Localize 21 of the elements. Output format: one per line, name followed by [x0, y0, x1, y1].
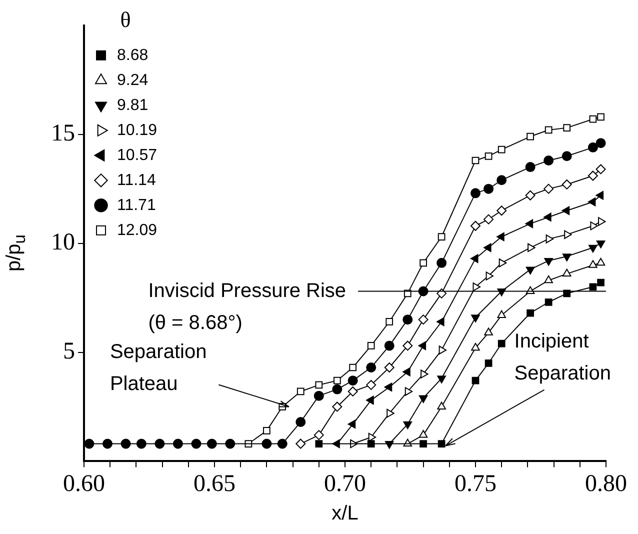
legend-label: 10.19	[117, 122, 158, 139]
legend-title: θ	[120, 6, 131, 32]
annotation: Incipient Separation	[514, 330, 612, 384]
legend-label: 8.68	[117, 46, 148, 64]
y-tick-label: 10	[51, 230, 75, 256]
legend-label: 12.09	[117, 222, 158, 239]
y-tick-label: 5	[63, 338, 75, 365]
x-tick-label: 0.75	[454, 470, 496, 497]
x-tick-label: 0.70	[324, 470, 366, 497]
y-tick-label: 15	[51, 120, 75, 147]
x-tick-label: 0.60	[63, 470, 105, 497]
annotation: Inviscid Pressure Rise (θ = 8.68°)	[148, 280, 346, 334]
legend-label: 10.57	[117, 146, 158, 164]
x-tick-label: 0.65	[194, 470, 236, 497]
legend-label: 11.71	[117, 196, 156, 214]
legend-label: 11.14	[117, 172, 156, 189]
legend-label: 9.24	[117, 72, 148, 89]
x-axis-title: x/L	[332, 502, 358, 525]
x-tick-label: 0.80	[585, 470, 627, 497]
legend-label: 9.81	[117, 96, 148, 114]
annotation: Separation Plateau	[110, 341, 207, 396]
